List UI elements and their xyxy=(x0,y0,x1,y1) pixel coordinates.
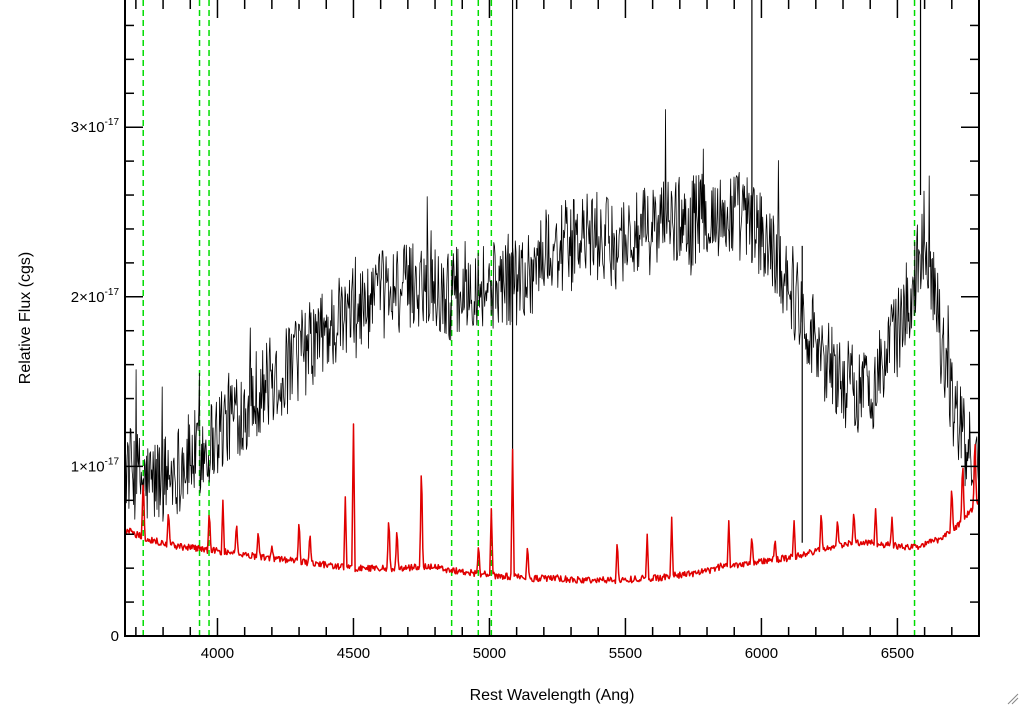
resize-grip-icon[interactable] xyxy=(1007,693,1019,705)
x-tick-label: 5500 xyxy=(609,645,642,662)
x-tick-label: 4000 xyxy=(201,645,234,662)
plot-area xyxy=(125,0,979,636)
y-tick-label: 3×10-17 xyxy=(71,117,120,136)
observed-spectrum-line xyxy=(125,109,979,522)
x-tick-label: 6000 xyxy=(745,645,778,662)
plot-frame xyxy=(124,0,980,637)
x-tick-label: 4500 xyxy=(337,645,370,662)
y-tick-label: 0 xyxy=(111,628,119,645)
y-tick-label: 1×10-17 xyxy=(71,456,120,475)
axes: 4000 4500 5000 5500 6000 6500 0 1×10-17 2×10-17 3… xyxy=(71,0,980,662)
y-tick-label: 2×10-17 xyxy=(71,287,120,306)
x-tick-label: 5000 xyxy=(473,645,506,662)
x-tick-label: 6500 xyxy=(881,645,914,662)
y-axis-title: Relative Flux (cgs) xyxy=(17,252,34,384)
series-layer xyxy=(125,0,979,585)
model-spectrum-line xyxy=(125,423,979,585)
x-axis-title: Rest Wavelength (Ang) xyxy=(470,687,635,704)
